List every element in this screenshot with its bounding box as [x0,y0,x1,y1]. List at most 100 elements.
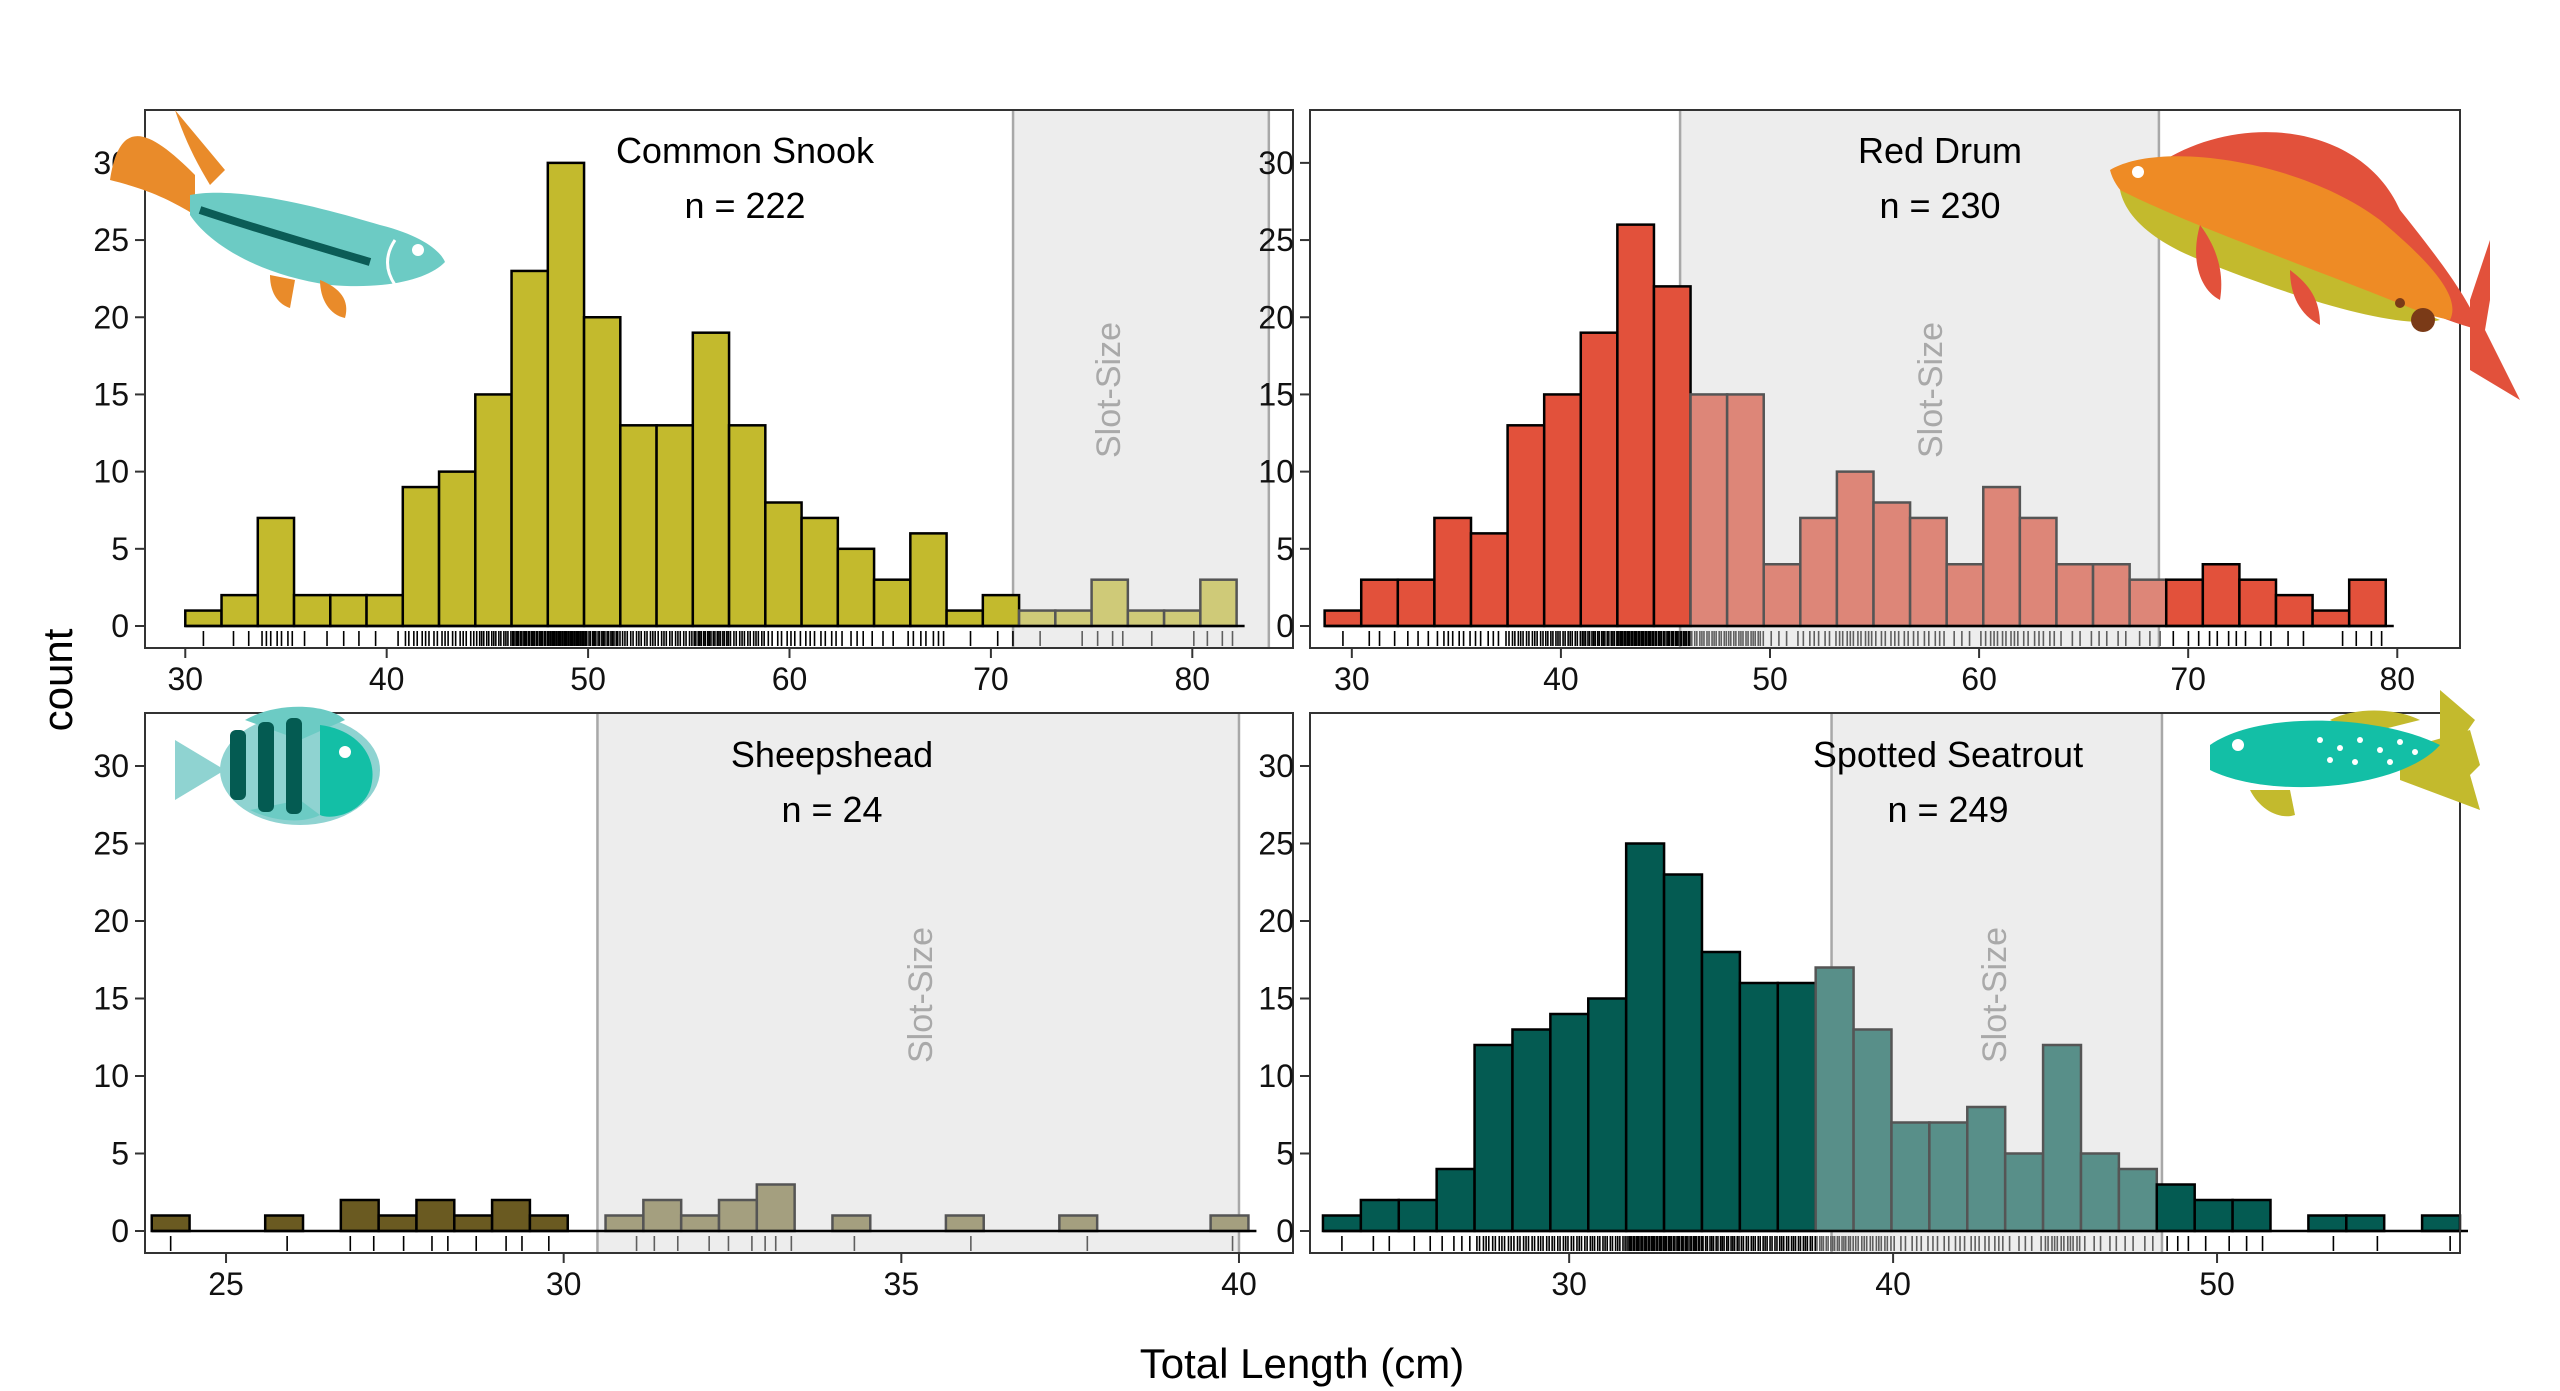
histogram-bar [604,1214,645,1233]
y-tick-label: 0 [111,608,129,644]
histogram-bar [1835,470,1875,628]
x-tick-label: 30 [1551,1266,1587,1302]
histogram-bar [1473,1043,1514,1233]
slot-size-label: Slot-Size [1976,927,2014,1063]
sample-size-label: n = 230 [1879,185,2000,226]
histogram-bar [339,1198,380,1233]
x-tick-label: 80 [1175,661,1211,697]
panel-spotted-seatrout: 0 5 10 15 20 25 30 30 40 50 Slot-Size Spotted Sea… [1258,690,2480,1302]
histogram-bar [582,316,622,628]
histogram-bar [2193,1198,2234,1233]
x-tick-label: 40 [1543,661,1579,697]
x-tick-label: 60 [772,661,808,697]
histogram-bar [1587,997,1628,1233]
y-tick-label: 0 [1276,1213,1294,1249]
x-tick-label: 50 [1752,661,1788,697]
histogram-bar [981,593,1021,628]
y-tick-label: 5 [1276,1136,1294,1172]
histogram-bar [1397,1198,1438,1233]
y-tick-label: 15 [1258,376,1294,412]
histogram-bar [2041,1043,2083,1233]
y-tick-label: 25 [1258,222,1294,258]
slot-size-region [597,713,1239,1253]
histogram-bar [2345,1214,2386,1233]
y-tick-label: 10 [1258,1058,1294,1094]
histogram-bar [2420,1214,2462,1233]
sample-size-label: n = 249 [1887,789,2008,830]
x-tick-label: 70 [2170,661,2206,697]
histogram-bar [800,516,840,628]
histogram-bar [437,470,477,628]
histogram-bar [1058,1214,1099,1233]
red-drum-fish-icon [2110,132,2520,400]
histogram-bar [546,161,586,628]
histogram-bar [2201,563,2241,628]
panel-title: Spotted Seatrout [1813,734,2083,775]
histogram-bar [1762,563,1802,628]
histogram-bar [909,532,948,628]
panel-red-drum: 0 5 10 15 20 25 30 30 40 50 60 70 80 Slot-Size Red D… [1258,109,2520,697]
histogram-bar [2003,1152,2045,1233]
histogram-bar [1435,1167,1476,1233]
x-tick-label: 25 [208,1266,244,1302]
x-tick-label: 60 [1961,661,1997,697]
panel-title: Sheepshead [731,734,933,775]
histogram-bar [1579,331,1619,628]
histogram-bar [945,609,985,628]
histogram-bar [2128,578,2168,628]
histogram-bar [1054,609,1093,628]
histogram-bar [2311,609,2351,628]
y-tick-label: 30 [1258,145,1294,181]
histogram-bar [836,547,876,628]
y-tick-label: 25 [93,826,129,862]
y-tick-label: 30 [93,748,129,784]
histogram-bar [490,1198,532,1233]
histogram-bar [150,1214,191,1233]
y-tick-label: 20 [93,903,129,939]
histogram-bar [655,424,695,628]
histogram-bar [1542,393,1583,628]
histogram-bar [415,1198,456,1233]
slot-size-label: Slot-Size [902,927,940,1063]
panel-frame [144,712,1294,1254]
histogram-bar [1511,1028,1552,1233]
x-tick-label: 40 [1221,1266,1257,1302]
histogram-bar [1323,609,1363,628]
histogram-bar [764,501,803,628]
histogram-bar [292,593,332,628]
y-tick-label: 25 [93,222,129,258]
histogram-bar [1689,393,1729,628]
histogram-bar [755,1183,796,1233]
x-tick-label: 50 [570,661,606,697]
y-tick-label: 25 [1258,826,1294,862]
histogram-bar [1814,966,1855,1233]
histogram-bar [401,485,441,628]
y-tick-label: 20 [1258,903,1294,939]
panel-title: Common Snook [616,130,875,171]
histogram-bar [2307,1214,2348,1233]
panel-frame [1309,712,2461,1254]
histogram-bar [1090,578,1130,628]
x-tick-label: 50 [2199,1266,2235,1302]
panel-frame [1309,109,2461,649]
histogram-bar [1982,485,2022,628]
histogram-bar [1725,393,1765,628]
y-tick-label: 15 [93,981,129,1017]
y-tick-label: 5 [111,1136,129,1172]
histogram-bar [1396,578,1436,628]
histogram-bar [1945,563,1985,628]
histogram-bar [1162,609,1202,628]
histogram-bar [831,1214,872,1233]
histogram-bar [474,393,513,628]
histogram-bar [1852,1028,1893,1233]
histogram-bar [1199,578,1238,628]
histogram-bar [263,1214,305,1233]
x-tick-label: 70 [973,661,1009,697]
histogram-bar [1738,981,1780,1233]
x-tick-label: 40 [1875,1266,1911,1302]
histogram-bar [2018,516,2058,628]
sample-size-label: n = 24 [781,789,882,830]
histogram-bar [2274,593,2314,628]
histogram-bar [944,1214,985,1233]
